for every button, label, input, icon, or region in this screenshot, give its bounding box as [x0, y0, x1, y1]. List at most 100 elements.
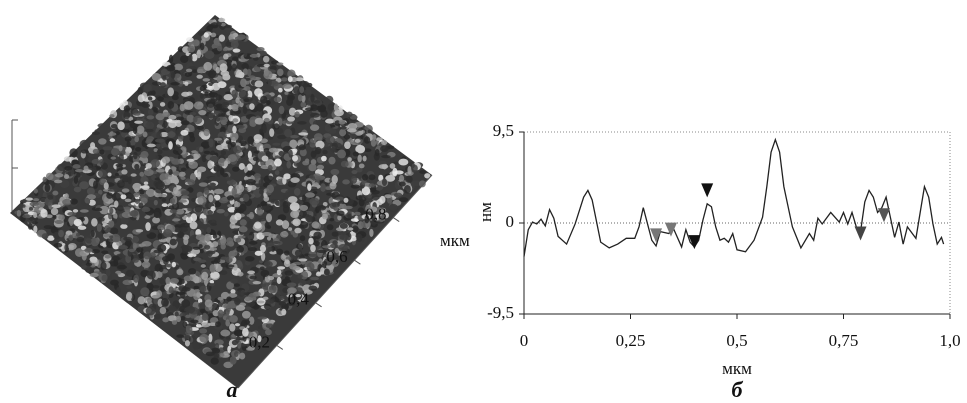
surface-texture [196, 125, 204, 130]
surface-texture [235, 237, 242, 243]
surface-texture [278, 105, 285, 115]
surface-texture [98, 189, 103, 195]
surface-texture [143, 251, 152, 260]
surface-texture [179, 103, 185, 112]
surface-texture [181, 299, 191, 308]
surface-texture [269, 299, 275, 304]
surface-texture [234, 323, 241, 327]
surface-texture [210, 206, 216, 212]
surface-texture [223, 94, 234, 101]
surface-texture [287, 196, 298, 203]
surface-texture [277, 68, 284, 77]
surface-texture [186, 213, 191, 218]
surface-texture [263, 195, 270, 202]
surface-texture [380, 145, 389, 152]
surface-texture [111, 272, 119, 281]
surface-texture [109, 114, 115, 118]
surface-texture [374, 149, 380, 157]
surface-texture [246, 163, 253, 171]
subfigure-label: б [732, 377, 744, 402]
surface-texture [53, 242, 63, 248]
surface-texture [365, 205, 370, 213]
surface-texture [225, 336, 231, 340]
surface-texture [292, 218, 301, 227]
surface-texture [139, 171, 145, 177]
surface-texture [278, 87, 283, 93]
surface [10, 15, 432, 388]
x-tick-label: 0,2 [249, 332, 270, 351]
surface-texture [411, 164, 418, 173]
surface-texture [169, 197, 176, 205]
surface-texture [306, 262, 315, 272]
surface-texture [267, 246, 273, 252]
surface-texture [378, 215, 385, 223]
surface-texture [231, 63, 237, 72]
surface-texture [41, 233, 49, 240]
surface-texture [381, 140, 388, 146]
surface-texture [237, 102, 244, 107]
surface-texture [357, 154, 362, 163]
surface-texture [211, 241, 219, 248]
surface-texture [226, 177, 233, 181]
surface-texture [297, 121, 307, 125]
surface-texture [287, 76, 293, 83]
surface-texture [215, 321, 221, 328]
surface-texture [165, 276, 171, 285]
surface-texture [342, 179, 350, 185]
surface-texture [226, 195, 235, 201]
surface-texture [152, 285, 160, 289]
surface-texture [171, 319, 178, 325]
surface-texture [371, 194, 380, 201]
y-tick-label: 0 [506, 212, 515, 231]
surface-texture [231, 187, 238, 195]
surface-texture [168, 286, 174, 294]
surface-texture [161, 255, 172, 262]
surface-texture [213, 104, 222, 111]
surface-texture [247, 270, 255, 275]
surface-texture [199, 146, 204, 153]
surface-texture [234, 212, 242, 221]
marker [650, 228, 663, 243]
surface-texture [108, 238, 114, 243]
surface-texture [350, 175, 358, 184]
surface-texture [120, 216, 129, 225]
surface-texture [311, 221, 320, 229]
surface-texture [371, 134, 377, 141]
surface-texture [222, 172, 229, 178]
surface-texture [209, 98, 218, 103]
surface-texture [157, 193, 168, 198]
surface-texture [214, 257, 221, 264]
surface-texture [157, 233, 163, 240]
surface-texture [242, 328, 249, 337]
surface-texture [142, 131, 148, 138]
surface-texture [339, 128, 347, 137]
surface-texture [243, 50, 248, 58]
surface-texture [186, 155, 194, 160]
tick-mark [276, 344, 284, 350]
surface-texture [234, 194, 241, 198]
surface-texture [198, 182, 208, 187]
profile-line [523, 137, 945, 257]
surface-texture [268, 233, 276, 238]
surface-texture [316, 205, 327, 211]
surface-texture [289, 263, 297, 270]
surface-texture [199, 328, 208, 334]
marker [688, 235, 701, 250]
surface-texture [232, 166, 240, 172]
surface-texture [147, 297, 152, 305]
surface-texture [370, 139, 377, 147]
surface-texture [348, 199, 354, 205]
surface-texture [16, 210, 22, 217]
surface-texture [69, 217, 74, 227]
surface-texture [322, 201, 328, 207]
surface-texture [267, 136, 274, 140]
surface-texture [307, 253, 318, 257]
surface-texture [292, 155, 299, 162]
surface-texture [276, 248, 284, 255]
surface-texture [220, 243, 226, 250]
surface-texture [150, 252, 156, 258]
surface-texture [275, 290, 281, 298]
surface-texture [276, 269, 282, 276]
surface-texture [133, 151, 138, 160]
surface-texture [283, 250, 290, 256]
